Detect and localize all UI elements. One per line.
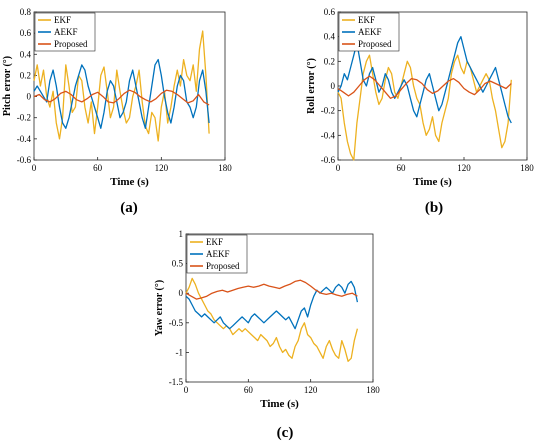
panel-b-chart: 0 60 120 180 -0.6 -0.4 -0.2 0 0.2 0.4 0.6 EKF AEKF Pr… — [306, 7, 534, 188]
x-axis-label: Time (s) — [110, 176, 149, 188]
panel-b-caption: (b) — [425, 200, 443, 216]
legend-label: AEKF — [54, 27, 78, 37]
y-tick-label: 0.6 — [324, 7, 336, 17]
x-tick-label: 120 — [457, 163, 471, 173]
y-tick-label: 0.4 — [20, 49, 32, 59]
x-tick-label: 180 — [366, 385, 380, 395]
series-line-proposed — [33, 89, 210, 106]
x-tick-label: 120 — [155, 163, 169, 173]
y-tick-label: -1.5 — [169, 377, 184, 387]
series-line-ekf — [185, 277, 359, 362]
panel-c-caption: (c) — [277, 425, 294, 441]
legend-label: Proposed — [206, 261, 240, 271]
y-axis-label: Pitch error (°) — [2, 56, 13, 116]
panel-c-chart: 0 60 120 180 -1.5 -1 -0.5 0 0.5 1 EKF AEKF Proposed T… — [154, 229, 380, 410]
y-tick-label: -0.4 — [17, 134, 32, 144]
y-tick-label: -0.2 — [17, 113, 31, 123]
legend-label: EKF — [206, 237, 223, 247]
panel-a-chart: 0 60 120 180 -0.6 -0.4 -0.2 0 0.2 0.4 0.6 0.8 EKF AEK… — [2, 7, 232, 188]
x-tick-label: 120 — [304, 385, 318, 395]
y-tick-label: -0.6 — [17, 155, 32, 165]
y-tick-label: 0 — [331, 81, 336, 91]
series-line-proposed — [337, 75, 512, 99]
series-line-aekf — [33, 58, 210, 129]
legend-label: AEKF — [206, 249, 230, 259]
y-tick-label: 0.2 — [324, 56, 335, 66]
panel-a-caption: (a) — [120, 200, 138, 216]
x-tick-label: 180 — [218, 163, 232, 173]
x-tick-label: 0 — [336, 163, 341, 173]
y-tick-label: -0.4 — [321, 130, 336, 140]
legend-label: EKF — [54, 15, 71, 25]
y-axis-label: Roll error (°) — [306, 58, 317, 114]
legend-label: Proposed — [358, 39, 392, 49]
x-axis-label: Time (s) — [260, 398, 299, 410]
x-tick-label: 180 — [520, 163, 534, 173]
x-axis-label: Time (s) — [413, 176, 452, 188]
legend-label: AEKF — [358, 27, 382, 37]
x-tick-label: 60 — [397, 163, 407, 173]
y-tick-label: -0.5 — [169, 318, 184, 328]
x-tick-label: 0 — [32, 163, 37, 173]
x-tick-label: 60 — [244, 385, 254, 395]
y-axis-label: Yaw error (°) — [154, 280, 165, 336]
y-tick-label: 1 — [179, 229, 184, 239]
series-line-aekf — [185, 280, 359, 330]
y-tick-label: 0.5 — [172, 259, 184, 269]
y-tick-label: -0.2 — [321, 106, 335, 116]
y-tick-label: 0.6 — [20, 28, 32, 38]
y-tick-label: -0.6 — [321, 155, 336, 165]
series-line-ekf — [33, 30, 210, 142]
y-tick-label: 0.2 — [20, 70, 31, 80]
series-line-ekf — [337, 54, 512, 161]
y-tick-label: -1 — [176, 347, 184, 357]
y-tick-label: 0 — [27, 92, 32, 102]
x-tick-label: 60 — [93, 163, 103, 173]
series-line-proposed — [185, 279, 358, 300]
legend-label: Proposed — [54, 39, 88, 49]
y-tick-label: 0.4 — [324, 32, 336, 42]
y-tick-label: 0 — [179, 288, 184, 298]
legend-label: EKF — [358, 15, 375, 25]
y-tick-label: 0.8 — [20, 7, 32, 17]
x-tick-label: 0 — [184, 385, 189, 395]
